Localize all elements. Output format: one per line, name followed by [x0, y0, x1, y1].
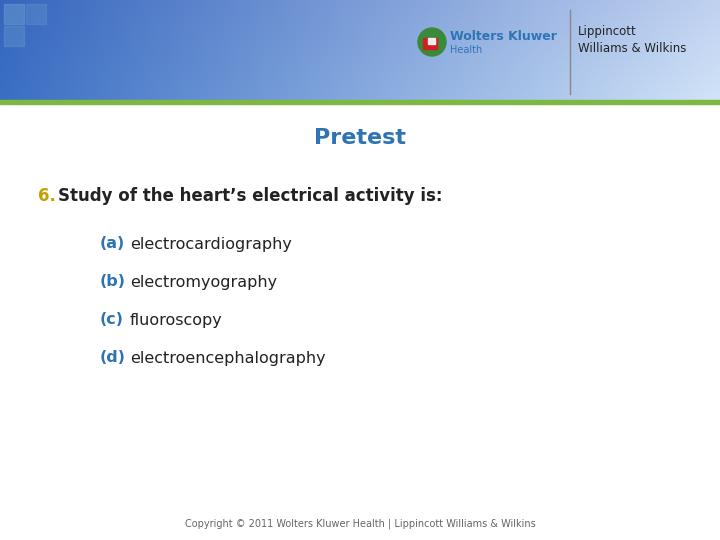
Text: 6.: 6.: [38, 187, 56, 205]
Bar: [4, 26, 24, 46]
Text: (d): (d): [100, 350, 126, 366]
Bar: [0, 100, 720, 540]
Bar: [4, 4, 24, 24]
Bar: [26, 4, 46, 24]
Text: Lippincott
Williams & Wilkins: Lippincott Williams & Wilkins: [578, 24, 686, 56]
Text: Study of the heart’s electrical activity is:: Study of the heart’s electrical activity…: [58, 187, 443, 205]
Text: (b): (b): [100, 274, 126, 289]
Text: Wolters Kluwer: Wolters Kluwer: [450, 30, 557, 44]
Bar: [0, 100, 720, 104]
Text: fluoroscopy: fluoroscopy: [130, 313, 222, 327]
Bar: [423, 38, 437, 49]
Circle shape: [418, 28, 446, 56]
Text: (a): (a): [100, 237, 125, 252]
Text: (c): (c): [100, 313, 124, 327]
Text: Health: Health: [450, 45, 482, 55]
Bar: [428, 38, 435, 44]
Text: electromyography: electromyography: [130, 274, 277, 289]
Text: Copyright © 2011 Wolters Kluwer Health | Lippincott Williams & Wilkins: Copyright © 2011 Wolters Kluwer Health |…: [184, 519, 536, 529]
Text: Pretest: Pretest: [314, 128, 406, 148]
Text: electroencephalography: electroencephalography: [130, 350, 325, 366]
Text: electrocardiography: electrocardiography: [130, 237, 292, 252]
